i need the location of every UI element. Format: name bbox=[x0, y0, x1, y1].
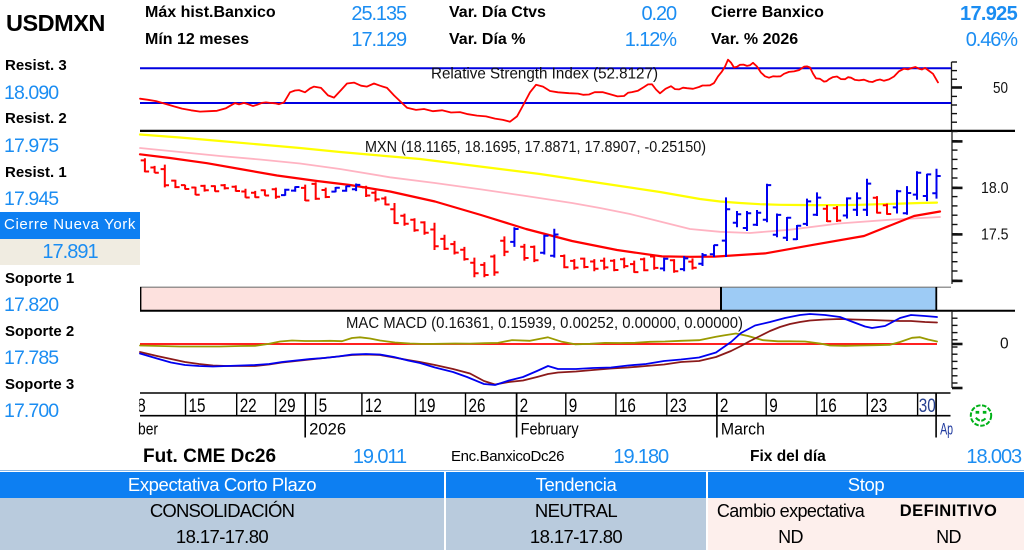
svg-text:February: February bbox=[521, 421, 580, 439]
svg-text:2: 2 bbox=[720, 395, 729, 417]
svg-text:23: 23 bbox=[670, 395, 687, 417]
svg-text:5: 5 bbox=[319, 395, 328, 417]
svg-text:9: 9 bbox=[769, 395, 778, 417]
svg-text:29: 29 bbox=[279, 395, 296, 417]
svg-text:March: March bbox=[721, 421, 765, 439]
svg-text:9: 9 bbox=[569, 395, 578, 417]
svg-text:2: 2 bbox=[520, 395, 529, 417]
svg-text:Ap: Ap bbox=[940, 421, 953, 439]
svg-text:0: 0 bbox=[1000, 336, 1009, 353]
svg-text:19: 19 bbox=[419, 395, 436, 417]
svg-text:MAC MACD (0.16361, 0.15939, 0.: MAC MACD (0.16361, 0.15939, 0.00252, 0.0… bbox=[346, 315, 743, 332]
svg-text:15: 15 bbox=[189, 395, 206, 417]
svg-text:ber: ber bbox=[138, 421, 158, 439]
svg-text:22: 22 bbox=[240, 395, 257, 417]
svg-text:12: 12 bbox=[365, 395, 382, 417]
svg-text:2026: 2026 bbox=[309, 421, 346, 439]
svg-text:50: 50 bbox=[993, 80, 1008, 97]
svg-text:18.0: 18.0 bbox=[981, 180, 1009, 197]
svg-text:17.5: 17.5 bbox=[981, 227, 1009, 244]
svg-text:8: 8 bbox=[137, 395, 146, 417]
svg-text:Relative Strength Index (52.81: Relative Strength Index (52.8127) bbox=[431, 66, 658, 83]
svg-text:30: 30 bbox=[919, 395, 936, 417]
svg-text:16: 16 bbox=[820, 395, 837, 417]
svg-text:16: 16 bbox=[619, 395, 636, 417]
svg-text:23: 23 bbox=[870, 395, 887, 417]
svg-text:MXN (18.1165, 18.1695, 17.8871: MXN (18.1165, 18.1695, 17.8871, 17.8907,… bbox=[365, 139, 706, 156]
svg-text:26: 26 bbox=[469, 395, 486, 417]
